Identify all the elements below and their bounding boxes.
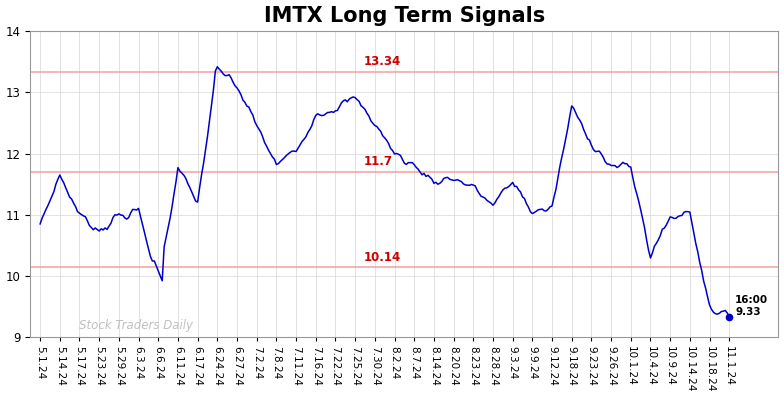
Text: 10.14: 10.14: [364, 251, 401, 263]
Text: 16:00
9.33: 16:00 9.33: [735, 295, 768, 317]
Title: IMTX Long Term Signals: IMTX Long Term Signals: [263, 6, 545, 25]
Text: 13.34: 13.34: [364, 55, 401, 68]
Text: Stock Traders Daily: Stock Traders Daily: [79, 319, 194, 332]
Text: 11.7: 11.7: [364, 155, 393, 168]
